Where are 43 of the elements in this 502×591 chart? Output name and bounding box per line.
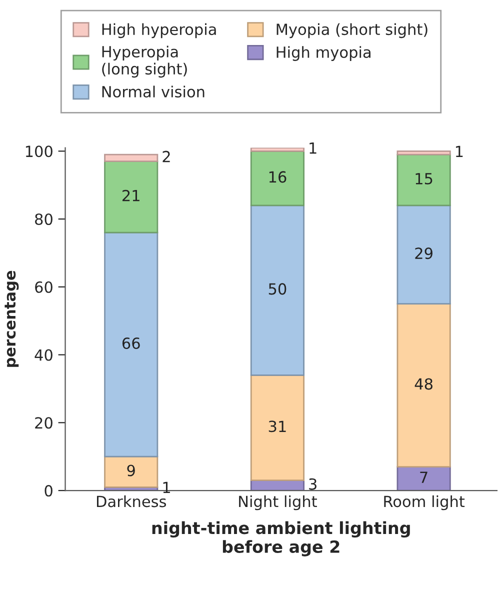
bar — [250, 374, 304, 482]
data-label: 29 — [415, 248, 432, 260]
data-label: 31 — [268, 420, 286, 432]
bar — [104, 160, 158, 234]
bar — [104, 456, 158, 488]
y-axis-title: percentage — [4, 270, 19, 367]
legend-label: Hyperopia (long sight) — [102, 46, 187, 78]
data-label: 16 — [269, 171, 286, 183]
data-label: 21 — [122, 190, 140, 202]
legend-label: High hyperopia — [102, 23, 216, 38]
bar — [250, 150, 304, 206]
data-label: 15 — [416, 173, 432, 184]
bar — [104, 154, 158, 162]
y-tick-label: 20 — [35, 417, 52, 429]
y-tick-label: 40 — [34, 349, 52, 361]
data-label: 48 — [414, 378, 432, 390]
data-label: 66 — [122, 337, 140, 350]
data-label: 2 — [162, 150, 170, 162]
bar — [396, 204, 451, 305]
data-label: 3 — [309, 478, 316, 490]
legend-label: Myopia (short sight) — [276, 23, 428, 38]
bar — [104, 232, 158, 458]
x-tick-label: Darkness — [96, 495, 166, 508]
legend-label: Normal vision — [102, 86, 204, 98]
data-label: 9 — [127, 464, 135, 476]
legend-label: High myopia — [276, 46, 370, 61]
y-tick-label: 100 — [26, 146, 52, 158]
bar — [250, 204, 304, 376]
x-axis-title: night-time ambient lighting before age 2 — [152, 521, 410, 556]
bar — [250, 148, 304, 152]
bar — [396, 154, 451, 206]
y-tick-label: 60 — [35, 281, 52, 293]
data-label: 50 — [268, 283, 286, 295]
data-label: 7 — [420, 472, 428, 483]
x-tick-label: Night light — [239, 495, 317, 510]
bar — [396, 303, 451, 468]
bar — [396, 466, 451, 491]
x-tick-label: Room light — [384, 495, 465, 510]
bar — [396, 150, 451, 156]
data-label: 1 — [456, 146, 463, 158]
y-tick-label: 0 — [44, 484, 52, 497]
y-tick-label: 80 — [35, 213, 52, 226]
data-label: 1 — [310, 142, 316, 154]
